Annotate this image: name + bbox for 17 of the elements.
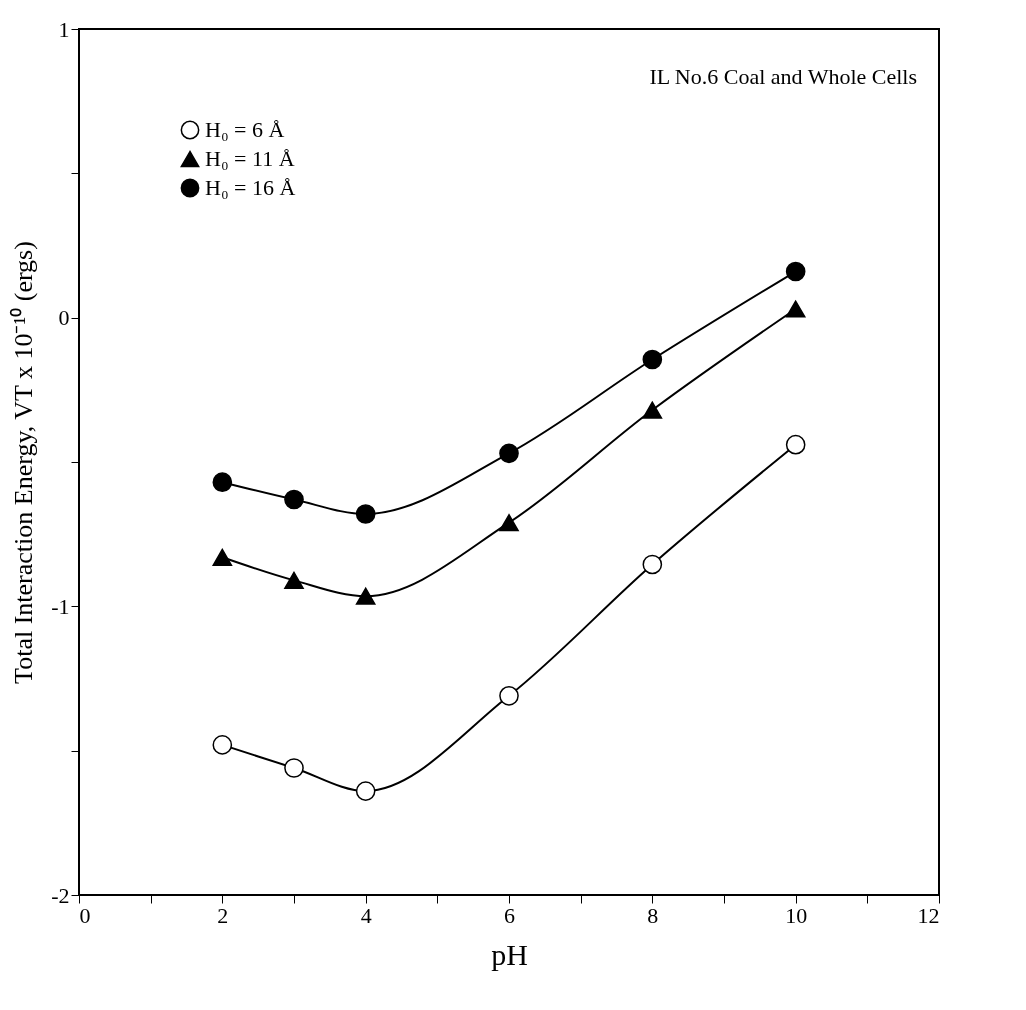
x-tick-label: 0 xyxy=(79,902,91,928)
legend-label: H₀ = 6 Å xyxy=(205,117,285,142)
x-tick-label: 6 xyxy=(504,902,515,928)
x-axis-title: pH xyxy=(491,937,528,971)
legend-label: H₀ = 11 Å xyxy=(205,146,295,171)
legend-label: H₀ = 16 Å xyxy=(205,175,296,200)
x-tick-label: 4 xyxy=(360,902,372,928)
y-axis-title: Total Interaction Energy, VT x 10⁻¹⁰ (ergs) xyxy=(9,241,39,684)
y-tick-label: -1 xyxy=(51,593,70,619)
x-tick-label: 8 xyxy=(647,902,659,928)
annotation: IL No.6 Coal and Whole Cells xyxy=(649,64,917,89)
y-tick-label: 0 xyxy=(58,305,70,331)
y-tick-label: -2 xyxy=(51,882,70,908)
x-tick-label: 10 xyxy=(785,902,808,928)
x-tick-label: 12 xyxy=(917,902,940,928)
x-tick-label: 2 xyxy=(217,902,229,928)
y-tick-label: 1 xyxy=(58,16,70,42)
